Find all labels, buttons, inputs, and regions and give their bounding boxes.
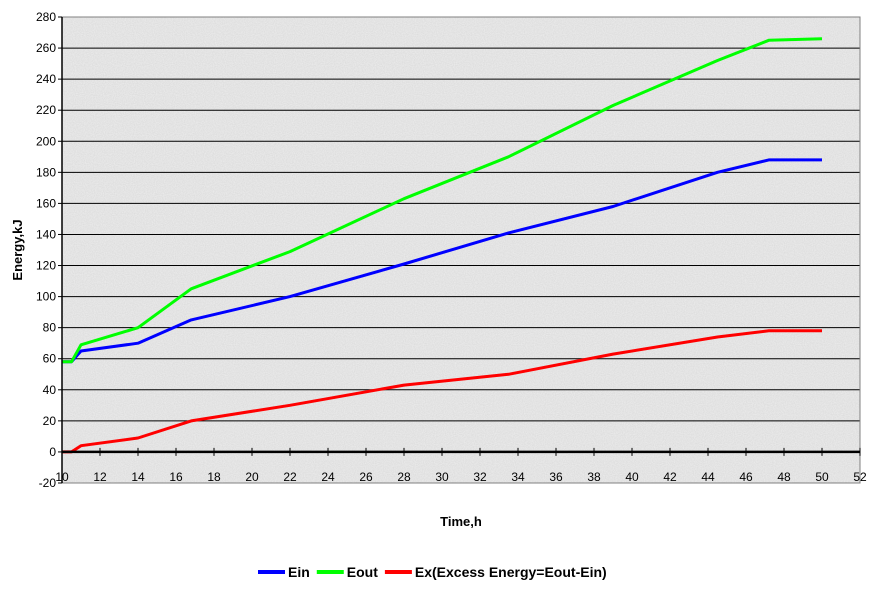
y-tick-label-3: 40 <box>43 383 57 397</box>
x-tick-label-14: 38 <box>587 470 601 484</box>
legend-label-0: Ein <box>288 564 310 580</box>
x-tick-label-4: 18 <box>207 470 221 484</box>
x-tick-labels: 10 12 14 16 18 20 22 24 26 28 30 32 34 36 38 40 42 44 46 48… <box>55 447 867 484</box>
series-lines <box>62 37 823 454</box>
x-tick-label-1: 12 <box>93 470 107 484</box>
axes <box>61 16 861 484</box>
x-tick-label-20: 50 <box>815 470 829 484</box>
y-axis-title: Energy,kJ <box>10 219 25 280</box>
y-tick-label-10: 180 <box>36 165 56 179</box>
x-tick-label-16: 42 <box>663 470 677 484</box>
x-tick-label-15: 40 <box>625 470 639 484</box>
y-tick-label-1: 0 <box>49 445 56 459</box>
y-tick-label-8: 140 <box>36 227 56 241</box>
x-tick-label-12: 34 <box>511 470 525 484</box>
x-tick-label-5: 20 <box>245 470 259 484</box>
y-tick-labels: -20 0 20 40 60 80 100 120 140 160 180 200 220 240 260 2… <box>36 10 62 490</box>
x-tick-label-2: 14 <box>131 470 145 484</box>
x-tick-label-11: 32 <box>473 470 487 484</box>
legend-label-1: Eout <box>347 564 378 580</box>
legend-label-2: Ex(Excess Energy=Eout-Ein) <box>415 564 607 580</box>
y-tick-label-0: -20 <box>39 476 57 490</box>
x-tick-label-3: 16 <box>169 470 183 484</box>
x-tick-label-8: 26 <box>359 470 373 484</box>
x-tick-label-9: 28 <box>397 470 411 484</box>
x-tick-label-21: 52 <box>853 470 867 484</box>
y-tick-label-12: 220 <box>36 103 56 117</box>
x-tick-label-0: 10 <box>55 470 69 484</box>
y-tick-label-4: 60 <box>43 352 57 366</box>
y-tick-label-5: 80 <box>43 321 57 335</box>
legend: Ein Eout Ex(Excess Energy=Eout-Ein) <box>258 564 607 580</box>
y-tick-label-15: 280 <box>36 10 56 24</box>
x-tick-label-19: 48 <box>777 470 791 484</box>
y-tick-label-7: 120 <box>36 259 56 273</box>
x-tick-label-6: 22 <box>283 470 297 484</box>
x-tick-label-18: 46 <box>739 470 753 484</box>
y-tick-label-13: 240 <box>36 72 56 86</box>
y-tick-label-9: 160 <box>36 196 56 210</box>
x-tick-label-13: 36 <box>549 470 563 484</box>
y-tick-label-14: 260 <box>36 41 56 55</box>
y-tick-label-2: 20 <box>43 414 57 428</box>
series-line-ein <box>62 158 822 364</box>
x-tick-label-7: 24 <box>321 470 335 484</box>
x-axis-title: Time,h <box>440 514 482 529</box>
plot-area <box>62 17 860 483</box>
series-line-eout <box>62 37 823 364</box>
series-line-ex <box>62 329 822 454</box>
x-tick-label-17: 44 <box>701 470 715 484</box>
y-tick-label-11: 200 <box>36 134 56 148</box>
y-tick-label-6: 100 <box>36 290 56 304</box>
x-tick-label-10: 30 <box>435 470 449 484</box>
